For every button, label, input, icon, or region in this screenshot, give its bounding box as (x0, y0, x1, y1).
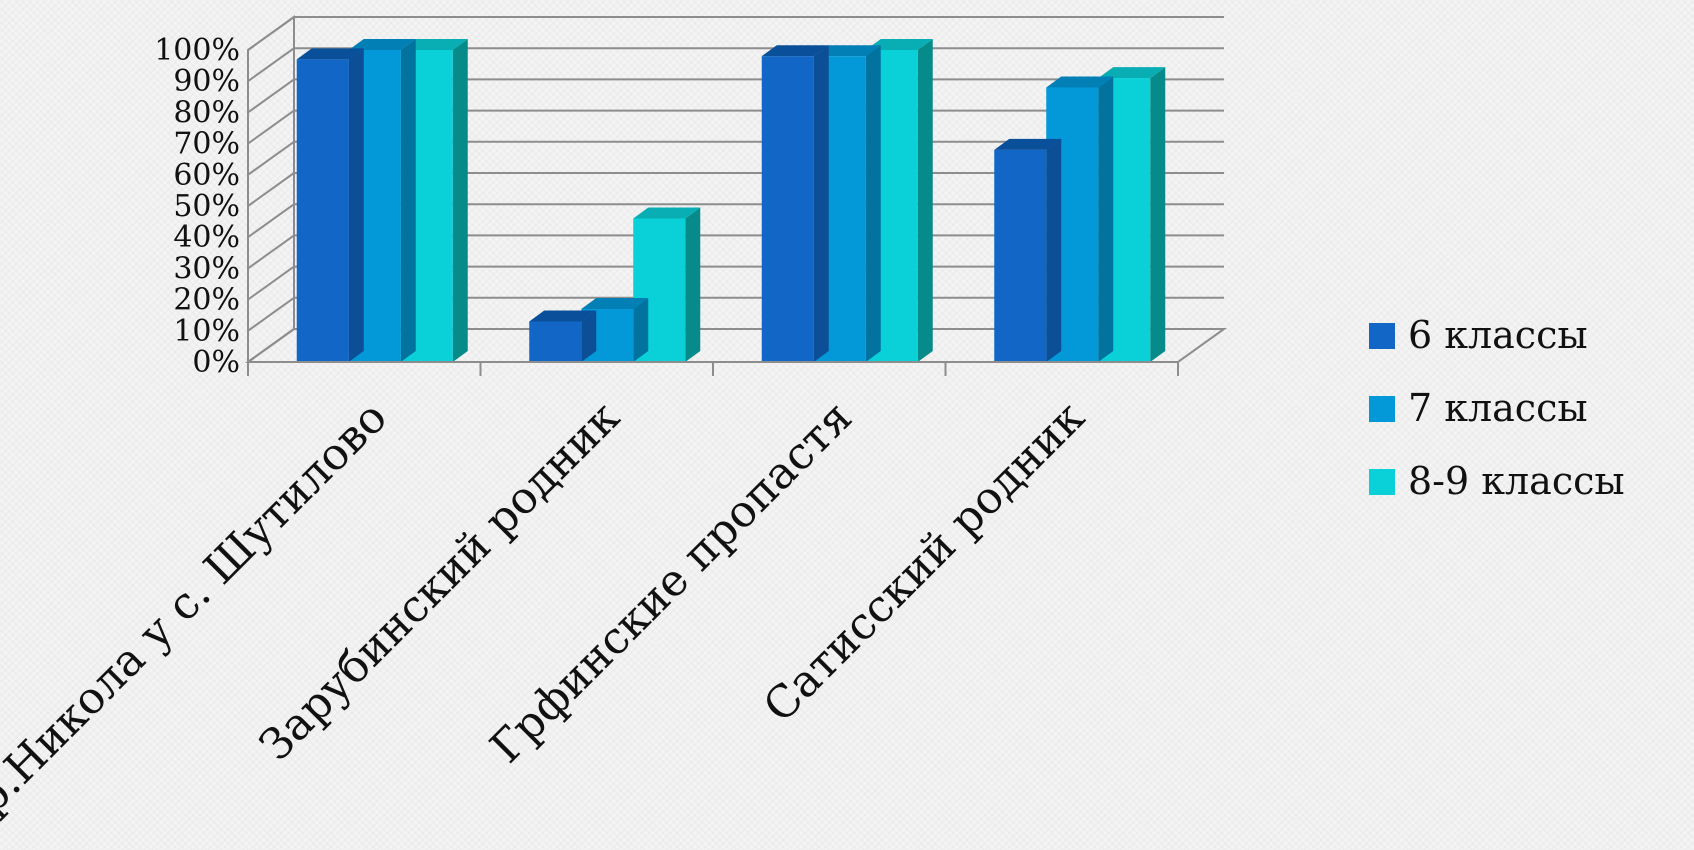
bar (296, 48, 364, 363)
bar-side (348, 48, 364, 363)
legend-label: 6 классы (1408, 313, 1588, 357)
x-axis (247, 361, 1179, 376)
bar-top (633, 207, 701, 219)
gridline-diagonal (247, 109, 295, 145)
legend-swatch (1369, 396, 1395, 422)
bar (761, 45, 829, 363)
bar-side (452, 39, 468, 362)
gridline-diagonal (247, 78, 295, 114)
bar-top (994, 138, 1062, 150)
bar-side (917, 39, 933, 362)
y-tick-label: 10% (173, 314, 240, 349)
legend-swatch (1369, 323, 1395, 349)
gridline-diagonal (247, 47, 295, 83)
y-tick-label: 0% (192, 345, 240, 380)
bar-side (1046, 138, 1062, 362)
legend-label: 8-9 классы (1408, 459, 1625, 503)
bar (529, 310, 597, 362)
bar-side (1098, 76, 1114, 362)
y-tick-label: 100% (154, 33, 240, 68)
y-tick-label: 60% (173, 158, 240, 193)
category-labels: р.Никола у с. Шутилово Зарубинский родни… (0, 392, 1095, 824)
y-tick-label: 70% (173, 127, 240, 162)
y-tick-label: 30% (173, 251, 240, 286)
bar (994, 138, 1062, 362)
bar-top (865, 39, 933, 50)
gridline-diagonal (247, 296, 295, 332)
bar-front (994, 149, 1047, 362)
bar-top (400, 39, 468, 50)
legend-swatch (1369, 469, 1395, 495)
gridline-diagonal (247, 203, 295, 239)
gridline-diagonal (247, 328, 295, 363)
gridline-diagonal (247, 140, 295, 176)
bar-front (529, 321, 582, 362)
y-tick-label: 20% (173, 283, 240, 318)
gridline-diagonal (247, 16, 295, 51)
y-tick-label: 90% (173, 64, 240, 99)
bar-top (1046, 76, 1114, 88)
bar-side (400, 39, 416, 362)
bar-side (865, 45, 881, 363)
bar-side (1150, 67, 1166, 362)
bar-side (581, 310, 597, 362)
gridline-diagonal (247, 265, 295, 301)
y-axis-ticks: 0% 10% 20% 30% 40% 50% 60% 70% 80% 90% 1… (154, 33, 240, 380)
bar-side (633, 297, 649, 362)
bar-top (296, 48, 364, 60)
y-tick-label: 80% (173, 95, 240, 130)
bar-top (761, 45, 829, 57)
bar-side (685, 207, 701, 362)
category-label: р.Никола у с. Шутилово (0, 392, 397, 824)
y-tick-label: 40% (173, 220, 240, 255)
bar-front (761, 56, 814, 363)
bar-top (581, 297, 649, 309)
bar-top (1098, 67, 1166, 79)
bar-top (348, 39, 416, 50)
gridline-diagonal (247, 172, 295, 207)
gridline-diagonal (247, 234, 295, 270)
bars (296, 39, 1166, 363)
y-tick-label: 50% (173, 189, 240, 224)
bar-front (296, 59, 349, 363)
legend: 6 классы 7 классы 8-9 классы (1369, 313, 1625, 503)
bar-top (813, 45, 881, 57)
bar-top (529, 310, 597, 322)
legend-label: 7 классы (1408, 386, 1588, 430)
bar-side (813, 45, 829, 363)
